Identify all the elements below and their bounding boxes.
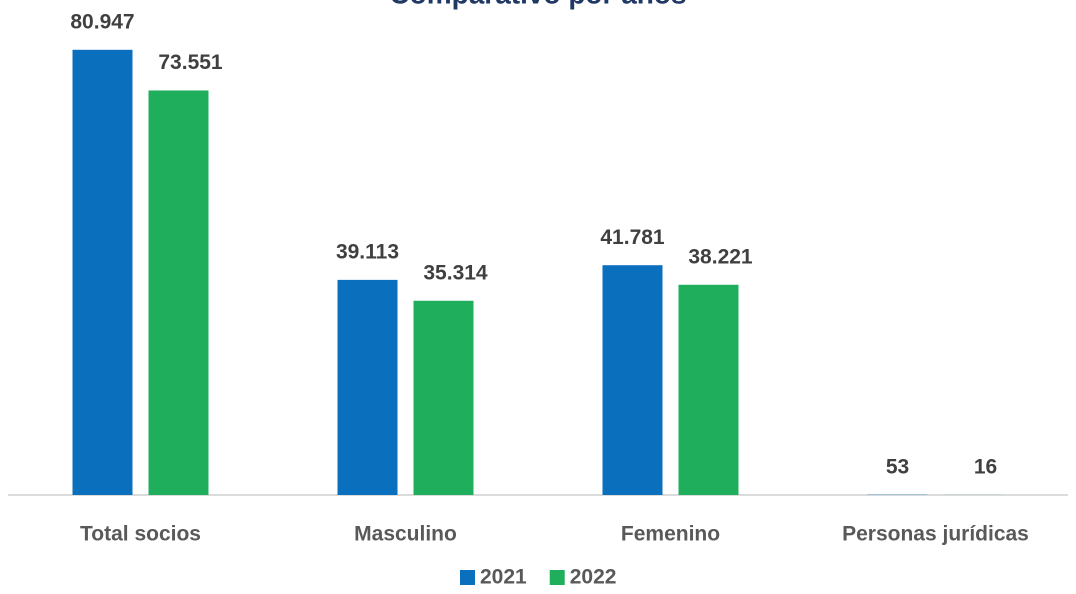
bar — [149, 90, 209, 495]
legend-label: 2021 — [480, 566, 527, 589]
chart-title: Comparativo por años — [389, 0, 686, 9]
legend-swatch — [460, 570, 475, 585]
legend-label: 2022 — [570, 566, 617, 589]
x-tick-label: Masculino — [354, 523, 457, 546]
x-tick-label: Personas jurídicas — [842, 523, 1029, 546]
data-label: 35.314 — [423, 261, 488, 284]
data-label: 39.113 — [336, 240, 399, 263]
data-label: 53 — [886, 455, 909, 478]
data-label: 73.551 — [158, 51, 223, 74]
data-label: 41.781 — [600, 226, 665, 249]
bar — [338, 280, 398, 495]
chart: Comparativo por años Total socios 80.947 7… — [0, 0, 1076, 594]
bar — [603, 265, 663, 495]
bar — [679, 285, 739, 495]
x-tick-label: Femenino — [621, 523, 720, 546]
data-label: 16 — [974, 455, 997, 478]
data-label: 80.947 — [70, 10, 134, 33]
bar — [73, 50, 133, 495]
data-label: 38.221 — [688, 245, 753, 268]
bar — [414, 301, 474, 495]
x-tick-label: Total socios — [80, 523, 201, 546]
legend-swatch — [550, 570, 565, 585]
